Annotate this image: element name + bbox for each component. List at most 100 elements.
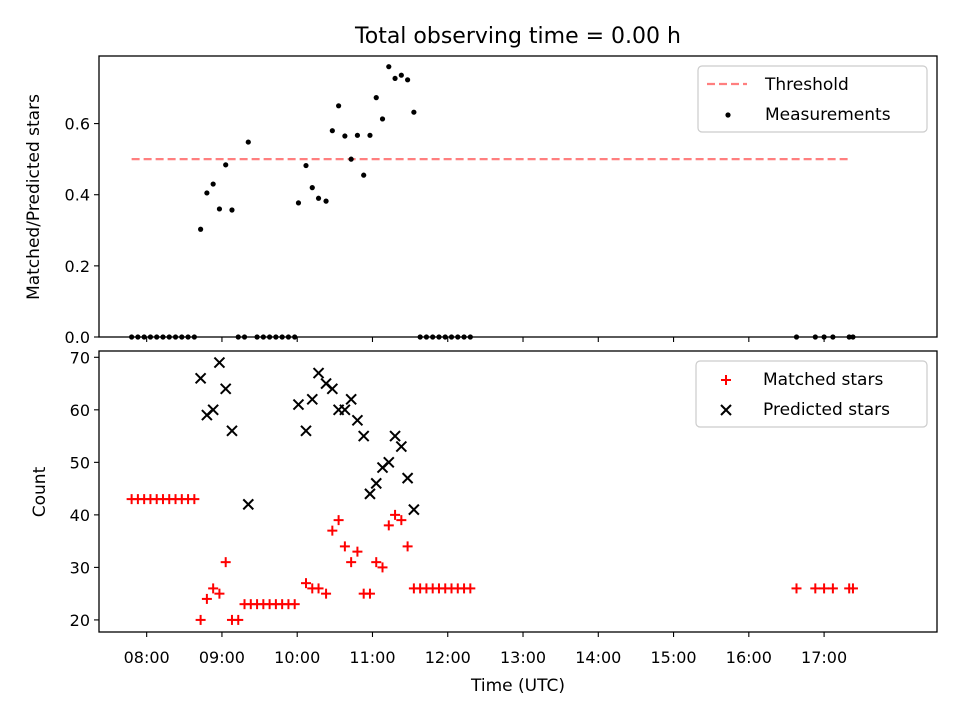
measurement-point [348, 156, 354, 162]
bottom-x-tick-label: 14:00 [575, 648, 621, 667]
bottom-x-tick-label: 08:00 [124, 648, 170, 667]
matched-star-point [396, 515, 407, 526]
measurement-point [793, 334, 800, 340]
bottom-x-tick-label: 15:00 [651, 648, 697, 667]
measurement-point [361, 172, 367, 178]
predicted-star-point [213, 356, 226, 369]
measurement-point [285, 334, 292, 340]
predicted-star-point [357, 430, 370, 442]
matched-star-point [300, 578, 311, 589]
measurement-point [367, 132, 373, 138]
bottom-y-tick-label: 70 [70, 348, 90, 367]
matched-star-point [208, 583, 219, 594]
top-legend-box [697, 65, 928, 133]
bottom-data-layer [126, 356, 858, 625]
measurement-point [216, 206, 223, 212]
measurement-point [373, 95, 379, 101]
top-panel: 0.0 0.2 0.4 0.6 Matched/Predicted stars Thr… [24, 55, 938, 347]
measurement-point [398, 72, 404, 78]
bottom-x-tick-label: 13:00 [500, 648, 546, 667]
matched-star-point [810, 583, 821, 594]
legend-matched-label: Matched stars [763, 370, 883, 390]
predicted-star-point [339, 404, 351, 416]
bottom-y-axis-label: Count [30, 466, 50, 517]
matched-star-point [390, 509, 401, 520]
top-legend: Threshold Measurements [697, 65, 928, 133]
matched-star-point [791, 583, 802, 594]
measurement-point [436, 334, 442, 340]
bottom-legend: Matched stars Predicted stars [695, 360, 928, 428]
measurement-point [292, 334, 298, 340]
matched-star-point [352, 546, 363, 557]
matched-star-point [189, 494, 200, 505]
matched-star-point [847, 583, 858, 594]
measurement-point [329, 128, 335, 134]
measurement-point [135, 334, 141, 340]
legend-measurements-swatch [725, 112, 731, 118]
bottom-panel: 20 30 40 50 60 70 08:00 09:00 10:00 11:00 12:00 13:… [30, 348, 938, 696]
measurement-point [309, 185, 315, 191]
top-ticks: 0.0 0.2 0.4 0.6 [65, 115, 825, 347]
bottom-y-tick-label: 60 [70, 401, 90, 420]
measurement-point [191, 334, 197, 340]
measurement-point [336, 103, 342, 109]
matched-star-point [364, 588, 375, 599]
measurement-point [411, 109, 417, 115]
measurement-point [386, 64, 392, 70]
measurement-point [315, 195, 322, 201]
predicted-star-point [312, 367, 325, 379]
measurement-point [295, 200, 302, 206]
measurement-point [342, 133, 348, 139]
top-data-layer [129, 64, 856, 340]
predicted-star-point [292, 398, 305, 411]
measurement-point [850, 334, 856, 340]
measurement-point [303, 162, 309, 169]
predicted-star-point [326, 383, 339, 395]
legend-threshold-label: Threshold [764, 75, 849, 95]
top-y-tick-label: 0.0 [65, 328, 90, 347]
figure-title: Total observing time = 0.00 h [354, 24, 681, 49]
top-axes-frame [98, 55, 938, 338]
matched-star-point [346, 557, 357, 568]
matched-star-point [327, 525, 338, 536]
matched-star-point [377, 562, 388, 573]
bottom-x-tick-label: 09:00 [199, 648, 245, 667]
predicted-star-point [389, 430, 401, 442]
measurement-point [160, 334, 166, 340]
legend-predicted-label: Predicted stars [763, 400, 890, 420]
measurement-point [379, 116, 386, 122]
matched-star-point [827, 583, 838, 594]
measurement-point [229, 207, 235, 213]
measurement-point [405, 77, 411, 83]
bottom-y-tick-label: 50 [70, 453, 90, 472]
bottom-axes-frame [98, 350, 938, 633]
predicted-star-point [300, 425, 312, 437]
bottom-x-axis-label: Time (UTC) [470, 676, 565, 696]
measurement-point [185, 334, 191, 340]
measurement-point [147, 334, 154, 340]
measurement-point [210, 181, 216, 187]
matched-star-point [819, 583, 830, 594]
predicted-star-point [194, 372, 207, 385]
predicted-star-point [226, 425, 238, 437]
measurement-point [260, 334, 266, 340]
matched-star-point [313, 583, 324, 594]
bottom-y-tick-label: 40 [70, 506, 90, 525]
legend-measurements-label: Measurements [765, 105, 891, 125]
predicted-star-point [207, 404, 219, 416]
matched-star-point [214, 588, 225, 599]
legend-matched-swatch [721, 375, 731, 385]
measurement-point [166, 334, 172, 340]
measurement-point [461, 334, 467, 340]
top-y-axis-label: Matched/Predicted stars [24, 94, 44, 300]
measurement-point [830, 334, 836, 340]
top-y-tick-label: 0.2 [65, 257, 90, 276]
predicted-star-point [395, 440, 408, 453]
matched-star-point [465, 583, 476, 594]
matched-star-point [195, 614, 206, 625]
bottom-x-tick-label: 12:00 [425, 648, 471, 667]
measurement-point [235, 334, 241, 340]
predicted-star-point [306, 393, 318, 406]
bottom-legend-box [695, 360, 928, 428]
